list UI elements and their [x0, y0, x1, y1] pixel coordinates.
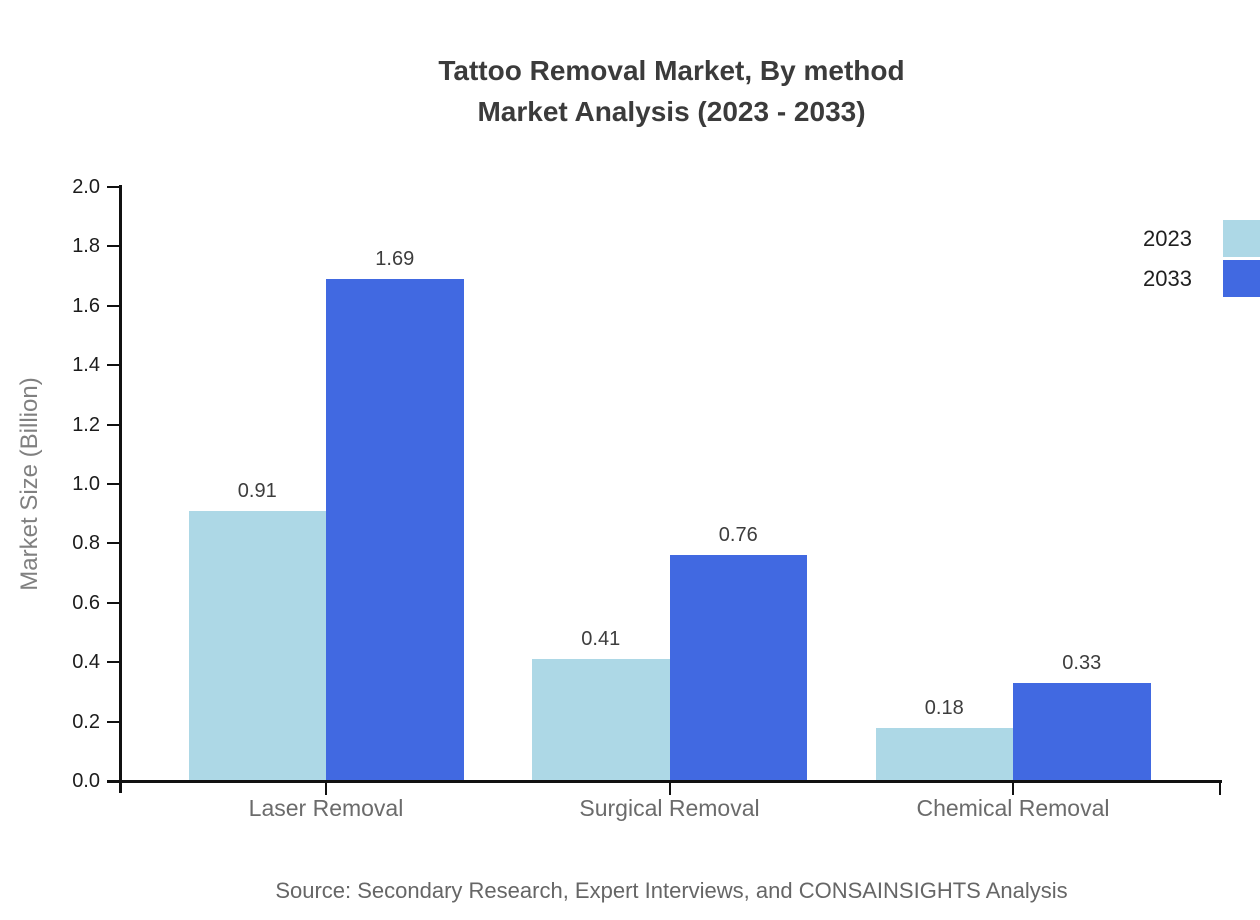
- y-tick-label: 1.8: [72, 235, 100, 258]
- y-tick-label: 1.0: [72, 473, 100, 495]
- y-tick-label: 2.0: [72, 176, 100, 198]
- y-tick-label: 0.4: [72, 651, 100, 674]
- bar-2033-laser-removal: [326, 279, 464, 781]
- bar-2023-surgical-removal: [532, 659, 670, 781]
- y-tick: [107, 661, 121, 664]
- y-tick-label: 1.2: [72, 413, 100, 436]
- y-tick: [107, 186, 121, 188]
- y-tick-label: 0.6: [72, 591, 100, 614]
- bar-value-label: 0.91: [237, 479, 277, 502]
- bar-value-label: 0.33: [1062, 651, 1102, 674]
- legend-swatch-2033: [1223, 260, 1260, 297]
- x-tick: [668, 783, 671, 795]
- y-tick-label: 0.0: [72, 770, 100, 792]
- x-category-label: Chemical Removal: [916, 795, 1110, 821]
- chart-title-line2: Market Analysis (2023 - 2033): [477, 96, 866, 127]
- y-axis-line: [119, 185, 122, 793]
- y-tick: [107, 423, 121, 426]
- chart-title-line1: Tattoo Removal Market, By method: [438, 55, 905, 86]
- x-category-label: Surgical Removal: [579, 795, 760, 821]
- x-tick: [1012, 783, 1014, 795]
- bar-value-label: 0.41: [581, 628, 621, 651]
- y-tick-label: 0.8: [72, 532, 100, 555]
- bar-value-label: 0.18: [924, 696, 964, 719]
- bar-2033-chemical-removal: [1013, 683, 1151, 781]
- x-tick: [325, 783, 327, 795]
- y-tick: [107, 304, 121, 307]
- bar-value-label: 1.69: [375, 248, 415, 271]
- y-tick: [107, 542, 121, 545]
- y-tick: [107, 780, 121, 782]
- legend-label-2033: 2033: [1143, 266, 1192, 291]
- y-tick-label: 1.4: [72, 354, 100, 377]
- bar-value-label: 0.76: [718, 524, 758, 547]
- source-text: Source: Secondary Research, Expert Inter…: [275, 878, 1068, 903]
- bar-2023-chemical-removal: [875, 727, 1013, 781]
- plot-area: 0.91 0.41 0.18 1.69 0.76 0.33: [121, 187, 1222, 781]
- y-tick: [107, 720, 121, 723]
- x-category-label: Laser Removal: [248, 795, 404, 821]
- y-tick-label: 0.2: [72, 710, 100, 733]
- y-tick-label: 1.6: [72, 294, 100, 317]
- bar-2023-laser-removal: [188, 510, 326, 781]
- y-tick: [107, 601, 121, 604]
- legend-label-2023: 2023: [1143, 226, 1192, 251]
- y-tick: [107, 245, 121, 248]
- chart-title: Tattoo Removal Market, By method Market …: [121, 50, 1222, 132]
- legend-swatch-2023: [1223, 220, 1260, 257]
- y-tick: [107, 483, 121, 485]
- bar-2033-surgical-removal: [669, 555, 807, 781]
- x-tick: [1219, 783, 1221, 795]
- y-tick: [107, 364, 121, 367]
- x-axis-line: [107, 780, 1222, 783]
